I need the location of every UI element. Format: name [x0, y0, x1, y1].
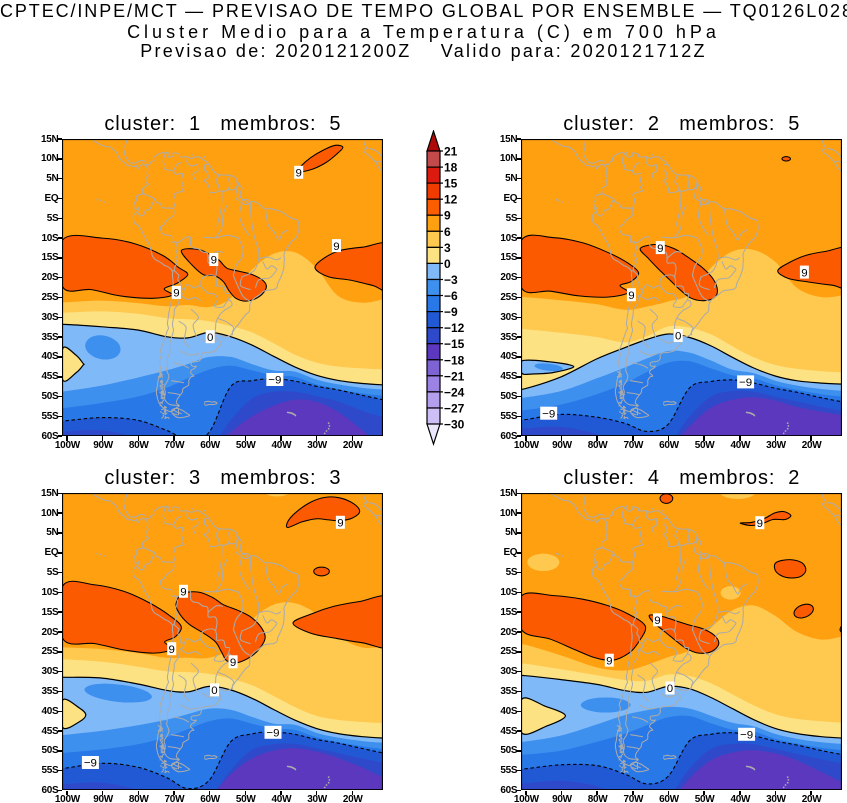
- svg-text:0: 0: [667, 683, 673, 695]
- svg-text:−30: −30: [444, 418, 465, 432]
- svg-text:−27: −27: [444, 402, 465, 416]
- svg-text:9: 9: [334, 241, 340, 253]
- svg-text:0: 0: [444, 257, 451, 271]
- svg-text:−9: −9: [84, 758, 97, 770]
- svg-text:−9: −9: [267, 728, 280, 740]
- svg-text:−9: −9: [444, 305, 458, 319]
- svg-text:−9: −9: [542, 408, 555, 420]
- svg-text:9: 9: [801, 267, 807, 279]
- svg-text:12: 12: [444, 193, 458, 207]
- svg-text:9: 9: [657, 243, 663, 255]
- svg-text:0: 0: [675, 331, 681, 343]
- svg-text:9: 9: [338, 518, 344, 530]
- svg-text:9: 9: [230, 657, 236, 669]
- svg-text:0: 0: [207, 332, 213, 344]
- svg-text:9: 9: [655, 615, 661, 627]
- svg-text:9: 9: [757, 518, 763, 530]
- svg-text:18: 18: [444, 161, 458, 175]
- svg-text:9: 9: [174, 288, 180, 300]
- svg-text:21: 21: [444, 145, 458, 159]
- svg-text:−9: −9: [740, 730, 753, 742]
- svg-text:−6: −6: [444, 289, 458, 303]
- svg-text:9: 9: [444, 209, 451, 223]
- svg-text:9: 9: [181, 587, 187, 599]
- svg-text:−21: −21: [444, 369, 465, 383]
- svg-text:0: 0: [212, 685, 218, 697]
- svg-text:−9: −9: [739, 377, 752, 389]
- svg-text:15: 15: [444, 177, 458, 191]
- svg-text:−18: −18: [444, 353, 465, 367]
- svg-text:9: 9: [211, 255, 217, 267]
- svg-text:−12: −12: [444, 321, 465, 335]
- svg-text:6: 6: [444, 225, 451, 239]
- svg-text:9: 9: [169, 644, 175, 656]
- svg-text:9: 9: [296, 167, 302, 179]
- svg-text:3: 3: [444, 241, 451, 255]
- svg-text:−15: −15: [444, 337, 465, 351]
- svg-text:−3: −3: [444, 273, 458, 287]
- svg-text:9: 9: [629, 290, 635, 302]
- svg-text:−24: −24: [444, 385, 465, 399]
- svg-text:9: 9: [606, 656, 612, 668]
- svg-text:−9: −9: [269, 375, 282, 387]
